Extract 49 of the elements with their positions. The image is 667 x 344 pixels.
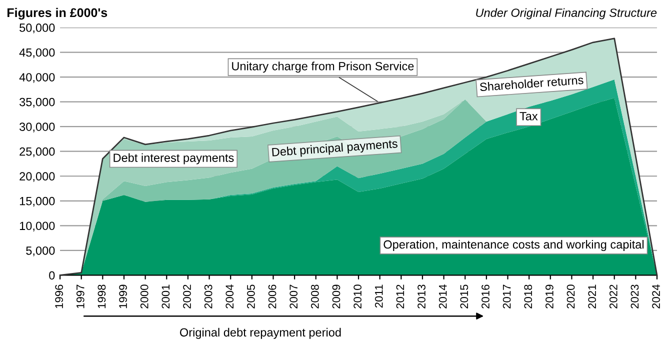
x-tick-label: 2000 (140, 284, 148, 308)
x-tick-label: 2024 (652, 284, 660, 308)
x-tick-label: 1999 (119, 284, 127, 308)
x-tick-label: 2022 (609, 284, 618, 308)
x-tick-label: 2016 (482, 284, 490, 308)
x-tick-label: 2018 (524, 284, 532, 308)
series-label: Debt principal payments (272, 139, 398, 159)
series-label: Operation, maintenance costs and working capital (384, 240, 644, 251)
y-tick-label: 5,000 (26, 246, 55, 256)
x-tick-label: 2012 (396, 284, 404, 308)
x-tick-label: 2017 (502, 284, 511, 308)
x-tick-label: 2010 (354, 284, 362, 308)
y-tick-label: 40,000 (19, 73, 55, 83)
x-tick-label: 2006 (268, 284, 276, 308)
x-tick-label: 1996 (55, 284, 64, 308)
x-tick-label: 2007 (290, 284, 298, 308)
x-tick-label: 2019 (546, 284, 554, 308)
x-tick-label: 2013 (418, 284, 426, 308)
y-tick-label: 30,000 (20, 122, 55, 132)
x-tick-label: 2004 (226, 284, 234, 308)
x-tick-label: 2011 (374, 284, 383, 308)
x-tick-label: 2020 (566, 284, 575, 308)
x-tick-label: 2009 (332, 284, 340, 308)
text: Original debt repayment period (180, 328, 341, 339)
x-tick-label: 1997 (76, 284, 84, 308)
x-tick-label: 2021 (588, 284, 596, 308)
x-tick-label: 2023 (630, 284, 639, 308)
x-tick-label: 2008 (310, 284, 319, 308)
x-tick-label: 2005 (247, 284, 255, 308)
x-tick-label: 2002 (183, 284, 191, 308)
y-tick-label: 15,000 (20, 196, 55, 207)
x-tick-label: 2014 (438, 284, 447, 308)
x-tick-label: 2015 (460, 284, 468, 308)
y-tick-label: 10,000 (20, 222, 55, 232)
y-axis-title: Figures in £000's (8, 8, 108, 20)
series-label: Unitary charge from Prison Service (232, 62, 414, 73)
series-label: Tax (520, 112, 538, 120)
y-tick-label: 25,000 (20, 147, 55, 158)
y-tick-label: 20,000 (20, 172, 55, 182)
x-tick-label: 2001 (162, 284, 170, 308)
y-tick-label: 45,000 (19, 48, 55, 58)
y-tick-label: 50,000 (20, 24, 55, 34)
x-tick-label: 1998 (98, 284, 106, 308)
y-tick-label: 35,000 (20, 98, 55, 108)
chart-subtitle: Under Original Financing Structure (476, 8, 657, 20)
series-label: Debt interest payments (114, 153, 234, 164)
x-tick-label: 2003 (204, 284, 212, 308)
series-label: Shareholder returns (480, 75, 584, 92)
y-tick-label: 0 (49, 271, 55, 280)
